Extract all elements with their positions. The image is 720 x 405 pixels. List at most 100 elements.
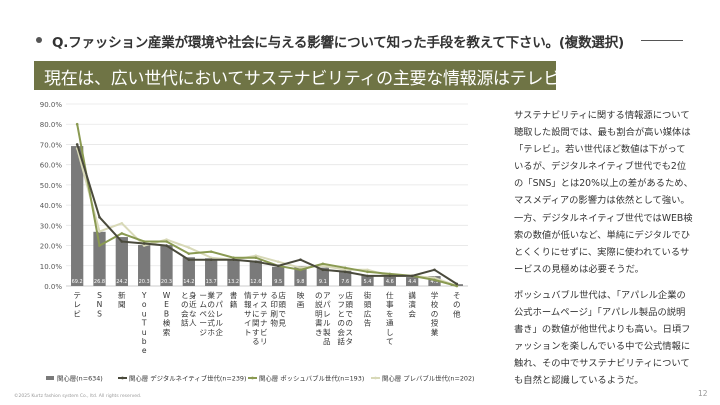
svg-text:イ: イ [244,319,252,328]
copyright: ©2025 Kurtz fashion system Co., ltd. All… [14,394,142,399]
line-point [98,215,101,219]
bar [138,244,151,286]
line-point [299,258,302,262]
line-point [343,270,347,274]
page-number: 12 [698,389,708,398]
legend-label: 関心層(n=634) [57,375,103,383]
line-point [98,230,101,233]
svg-text:ー: ー [199,319,207,328]
line-point [276,264,280,268]
line-point [165,240,168,243]
svg-text:ィ: ィ [252,300,260,309]
svg-text:ジ: ジ [199,328,207,337]
bar [383,276,396,286]
line-point [187,258,191,262]
legend-item: 関心層 デジタルネイティブ世代(n=239) [118,374,246,383]
bar [339,270,352,286]
line-point [75,122,79,126]
svg-text:u: u [142,309,147,318]
svg-text:u: u [142,328,147,337]
svg-text:の: の [453,300,461,309]
bar [160,244,173,286]
svg-text:と: と [337,309,345,318]
bar [93,231,106,286]
bar-value-label: 9.8 [297,279,305,285]
svg-text:ビ: ビ [260,328,268,337]
svg-text:ッ: ッ [337,291,345,300]
svg-text:e: e [142,346,147,355]
svg-text:品: 品 [323,337,331,346]
svg-text:授: 授 [431,318,439,328]
bar-value-label: 9.1 [319,279,327,285]
svg-text:S: S [97,291,102,300]
y-tick-label: 80.0% [40,121,63,129]
line-point [410,274,414,278]
line-point [187,246,191,249]
chart-grid [66,103,468,287]
bar-value-label: 4.6 [386,279,394,285]
svg-text:の: の [431,309,439,318]
headline-text: 現在は、広い世代においてサステナビリティの主要な情報源はテレビ [44,69,560,89]
line-point [321,268,325,272]
line-point [343,266,347,270]
line-point [388,274,392,278]
svg-text:テ: テ [260,309,268,318]
line-series [75,122,459,288]
svg-text:し: し [386,328,394,337]
svg-text:映: 映 [297,290,305,300]
svg-text:印: 印 [270,300,278,309]
svg-text:る: る [252,337,260,346]
svg-text:と: と [181,291,189,300]
svg-text:タ: タ [345,337,353,346]
x-tick-label: テレビ [73,291,81,318]
legend-item: 関心層 ポッシュバブル世代(n=193) [248,374,364,383]
legend-swatch [46,376,54,380]
svg-text:告: 告 [364,318,372,328]
svg-text:見: 見 [278,319,286,328]
line-point [75,143,79,146]
svg-text:で: で [345,309,353,318]
bar-value-label: 9.5 [274,279,282,285]
svg-text:の: の [345,319,353,328]
x-tick-label: アパレル製品 の説明書き [315,291,331,346]
svg-text:校: 校 [431,299,439,309]
line-point [98,244,101,247]
svg-text:サ: サ [260,291,268,300]
commentary-paragraph-1: サステナビリティに関する情報源について聴取した設問では、最も割合が高い媒体は「テ… [514,110,693,206]
svg-text:ス: ス [260,300,268,309]
svg-text:籍: 籍 [230,299,238,309]
svg-text:ス: ス [345,328,353,337]
line-point [209,256,213,259]
line-point [366,268,369,272]
svg-text:書: 書 [230,290,238,300]
svg-text:公: 公 [207,309,215,318]
svg-text:会: 会 [337,327,345,337]
bar-value-label: 20.3 [161,279,172,285]
svg-text:頭: 頭 [345,300,353,309]
svg-text:レ: レ [323,309,331,318]
bar [205,258,218,286]
svg-text:企: 企 [215,327,223,337]
bar-value-label: 24.2 [116,279,127,285]
svg-text:新: 新 [118,290,126,300]
y-tick-label: 20.0% [40,243,63,251]
svg-text:ト: ト [244,328,252,337]
svg-text:業: 業 [431,327,439,337]
line-point [276,260,280,264]
svg-text:E: E [164,300,169,309]
line-point [299,268,302,272]
svg-text:の: の [181,300,189,309]
legend-item: 関心層(n=634) [46,375,103,383]
y-tick-label: 10.0% [40,263,63,271]
y-tick-label: 70.0% [40,141,63,149]
line-point [142,240,146,243]
svg-text:明: 明 [315,309,323,318]
svg-text:通: 通 [386,318,394,328]
bar-value-label: 5.4 [364,279,372,285]
line-point [366,274,369,278]
x-tick-label: 映画 [297,290,305,309]
